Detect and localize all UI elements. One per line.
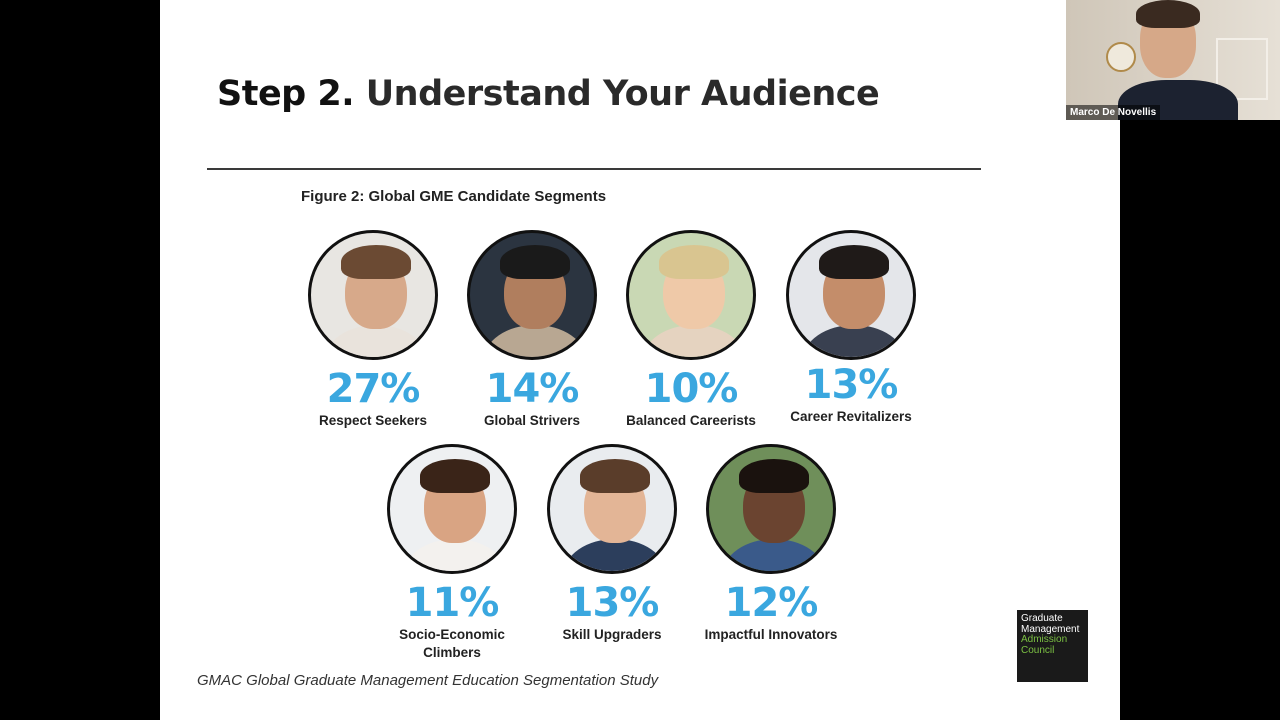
figure-caption: Figure 2: Global GME Candidate Segments (301, 188, 607, 205)
segment-percent: 11% (405, 580, 500, 626)
segment-label: Socio-Economic Climbers (399, 627, 505, 660)
participant-video-tile[interactable]: Marco De Novellis (1066, 0, 1280, 120)
portrait-photo (786, 230, 916, 360)
segment-impactful-innovators: 12% Impactful Innovators (686, 444, 856, 644)
participant-name: Marco De Novellis (1066, 105, 1161, 120)
segment-skill-upgraders: 13% Skill Upgraders (527, 444, 697, 644)
segment-career-revitalizers: 13% Career Revitalizers (766, 230, 936, 426)
portrait-photo (467, 230, 597, 360)
title-divider (207, 168, 981, 170)
segment-label: Skill Upgraders (562, 627, 662, 642)
logo-line: Admission (1021, 634, 1068, 645)
segment-percent: 10% (644, 366, 739, 412)
portrait-photo (626, 230, 756, 360)
segment-label: Respect Seekers (318, 413, 428, 428)
segment-percent: 13% (804, 362, 899, 408)
portrait-photo (308, 230, 438, 360)
portrait-photo (547, 444, 677, 574)
segment-label: Career Revitalizers (790, 409, 912, 424)
clock-icon (1106, 42, 1136, 72)
logo-line: Council (1021, 644, 1055, 656)
presentation-slide: Step 2. Understand Your Audience Figure … (160, 0, 1120, 720)
logo-line: Management (1021, 623, 1080, 635)
segment-label: Global Strivers (483, 413, 581, 428)
portrait-photo (387, 444, 517, 574)
logo-line: Graduate (1021, 613, 1063, 624)
source-citation: GMAC Global Graduate Management Educatio… (197, 672, 659, 689)
segment-percent: 13% (565, 580, 660, 626)
gmac-logo: Graduate Management Admission Council (1017, 610, 1088, 682)
segment-percent: 27% (326, 366, 421, 412)
slide-title-step: Step 2. (217, 74, 355, 114)
segment-percent: 14% (485, 366, 580, 412)
segment-respect-seekers: 27% Respect Seekers (288, 230, 458, 430)
segment-label: Balanced Careerists (626, 413, 756, 428)
segment-label: Impactful Innovators (704, 627, 838, 642)
segment-global-strivers: 14% Global Strivers (447, 230, 617, 430)
segment-socio-economic-climbers: 11% Socio-Economic Climbers (367, 444, 537, 662)
segment-balanced-careerists: 10% Balanced Careerists (606, 230, 776, 430)
slide-title: Step 2. Understand Your Audience (217, 74, 880, 114)
slide-title-text: Understand Your Audience (365, 74, 880, 114)
portrait-photo (706, 444, 836, 574)
segment-percent: 12% (724, 580, 819, 626)
